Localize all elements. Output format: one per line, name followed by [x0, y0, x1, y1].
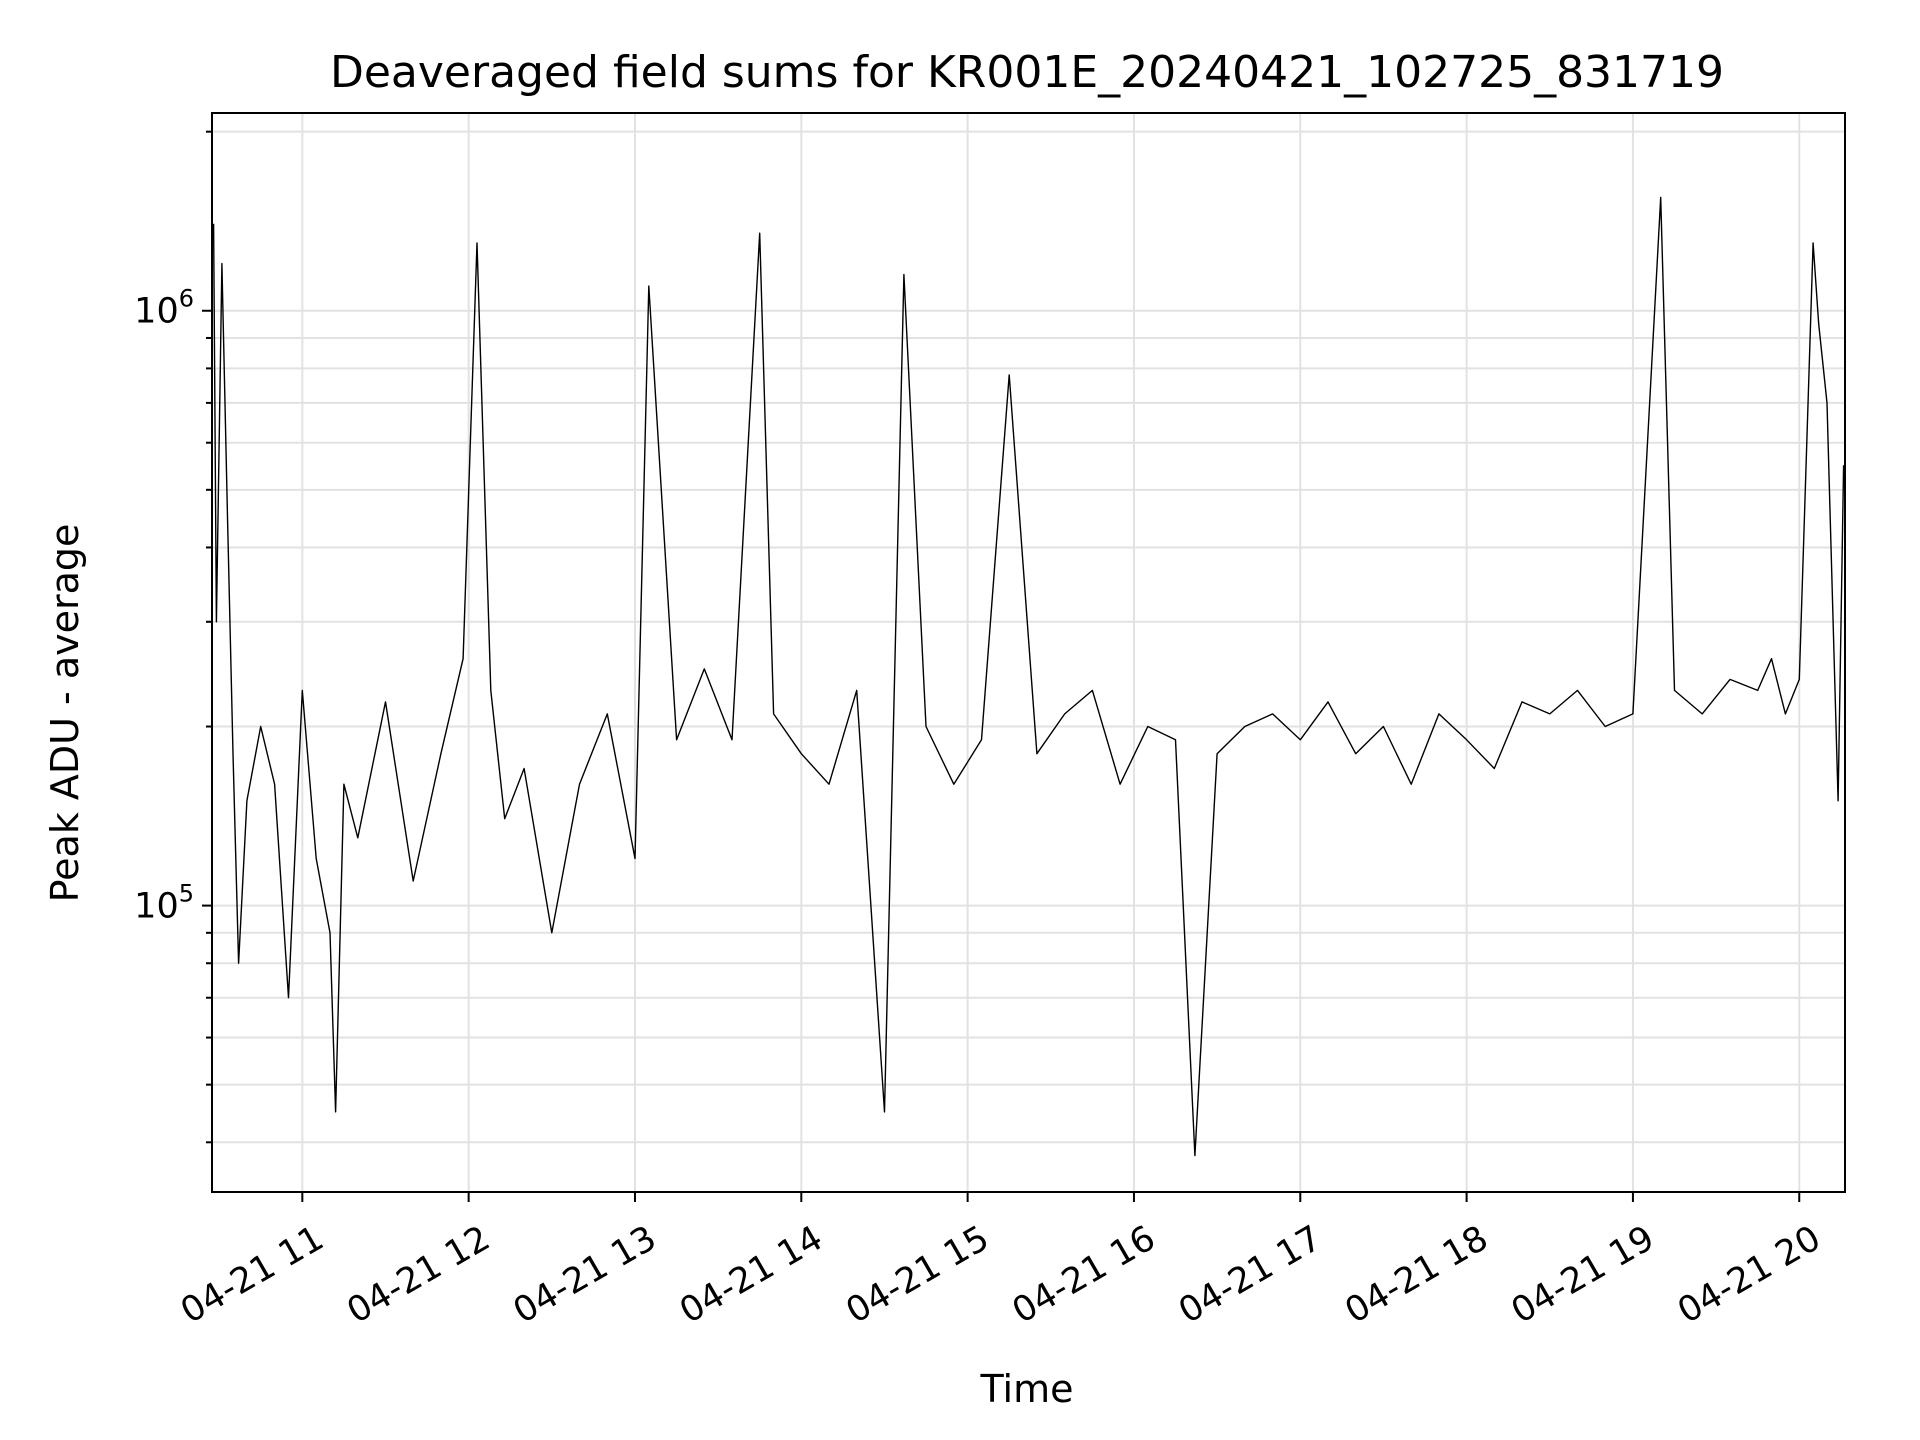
x-tick-label: 04-21 11 [174, 1218, 330, 1331]
x-tick-label: 04-21 13 [507, 1218, 663, 1331]
y-tick-label: 106 [134, 285, 194, 332]
y-axis-label: Peak ADU - average [43, 524, 87, 903]
y-tick-label: 105 [134, 880, 194, 927]
x-tick-label: 04-21 15 [840, 1218, 996, 1331]
x-tick-label: 04-21 18 [1339, 1218, 1495, 1331]
x-axis-label: Time [980, 1367, 1074, 1411]
tick-marks [202, 130, 1801, 1202]
x-tick-label: 04-21 16 [1006, 1218, 1162, 1331]
x-tick-label: 04-21 14 [673, 1218, 829, 1331]
chart-title: Deaveraged field sums for KR001E_2024042… [330, 47, 1724, 98]
plot-area [212, 196, 1845, 1157]
x-tick-label: 04-21 12 [341, 1218, 497, 1331]
y-tick-base: 10 [134, 887, 179, 927]
y-tick-base: 10 [134, 292, 179, 332]
y-tick-exponent: 5 [179, 880, 194, 908]
y-tick-exponent: 6 [179, 285, 194, 313]
series-line [212, 196, 1845, 1157]
axes-frame [211, 112, 1846, 1193]
x-tick-label: 04-21 20 [1671, 1218, 1827, 1331]
x-tick-label: 04-21 19 [1505, 1218, 1661, 1331]
grid-lines [212, 113, 1845, 1192]
x-tick-label: 04-21 17 [1172, 1218, 1328, 1331]
